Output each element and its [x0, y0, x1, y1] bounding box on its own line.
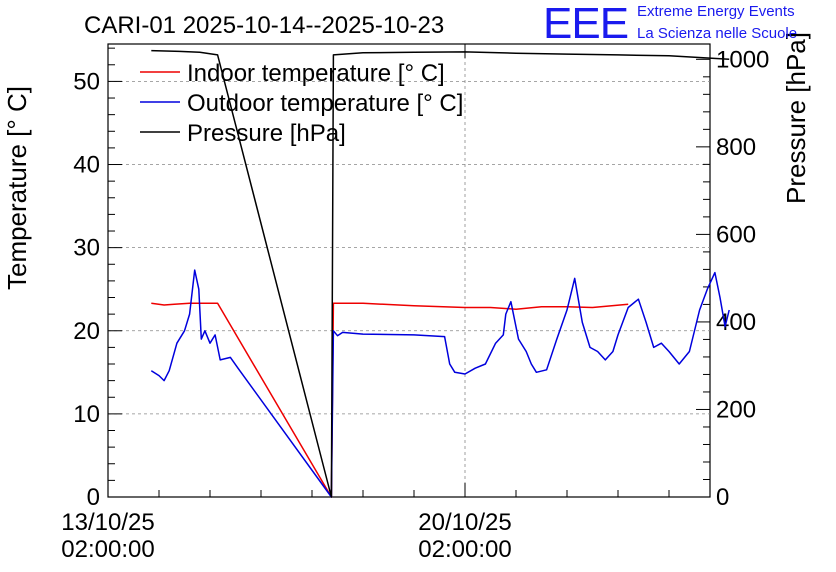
legend-label-pressure: Pressure [hPa]: [187, 120, 346, 147]
y-left-tick-label: 40: [73, 152, 100, 179]
eee-logo-mark: EEE: [543, 0, 629, 48]
series-lines: [150, 49, 730, 498]
eee-logo: EEE Extreme Energy Events La Scienza nel…: [543, 2, 833, 46]
x-tick-label-date: 13/10/25: [61, 509, 154, 536]
x-tick-label-date: 20/10/25: [418, 509, 511, 536]
chart-title: CARI-01 2025-10-14--2025-10-23: [84, 12, 444, 39]
legend-label-indoor: Indoor temperature [° C]: [187, 60, 445, 87]
y-right-tick-label: 200: [716, 396, 756, 423]
x-tick-label-time: 02:00:00: [418, 536, 511, 563]
series-line-indoor: [151, 302, 629, 498]
y-right-tick-label: 0: [716, 484, 729, 511]
y-axis-right-label: Pressure [hPa]: [781, 32, 811, 204]
x-tick-label-time: 02:00:00: [61, 536, 154, 563]
series-line-pressure: [151, 49, 730, 498]
y-right-tick-label: 600: [716, 221, 756, 248]
y-left-tick-label: 50: [73, 68, 100, 95]
y-left-tick-label: 30: [73, 235, 100, 262]
eee-logo-line1: Extreme Energy Events: [637, 3, 795, 20]
y-left-tick-label: 10: [73, 401, 100, 428]
y-left-tick-label: 0: [87, 484, 100, 511]
y-axis-left-label: Temperature [° C]: [2, 86, 32, 290]
eee-logo-line2: La Scienza nelle Scuole: [637, 25, 798, 42]
legend: Indoor temperature [° C] Outdoor tempera…: [140, 60, 463, 147]
y-right-tick-label: 1000: [716, 46, 769, 73]
plot-frame: [107, 43, 711, 498]
grid-lines: [108, 44, 710, 497]
series-line-outdoor: [150, 269, 730, 498]
axis-ticks: 010203040500200400600800100013/10/2502:0…: [61, 44, 769, 563]
y-right-tick-label: 800: [716, 134, 756, 161]
y-left-tick-label: 20: [73, 318, 100, 345]
legend-label-outdoor: Outdoor temperature [° C]: [187, 90, 463, 117]
